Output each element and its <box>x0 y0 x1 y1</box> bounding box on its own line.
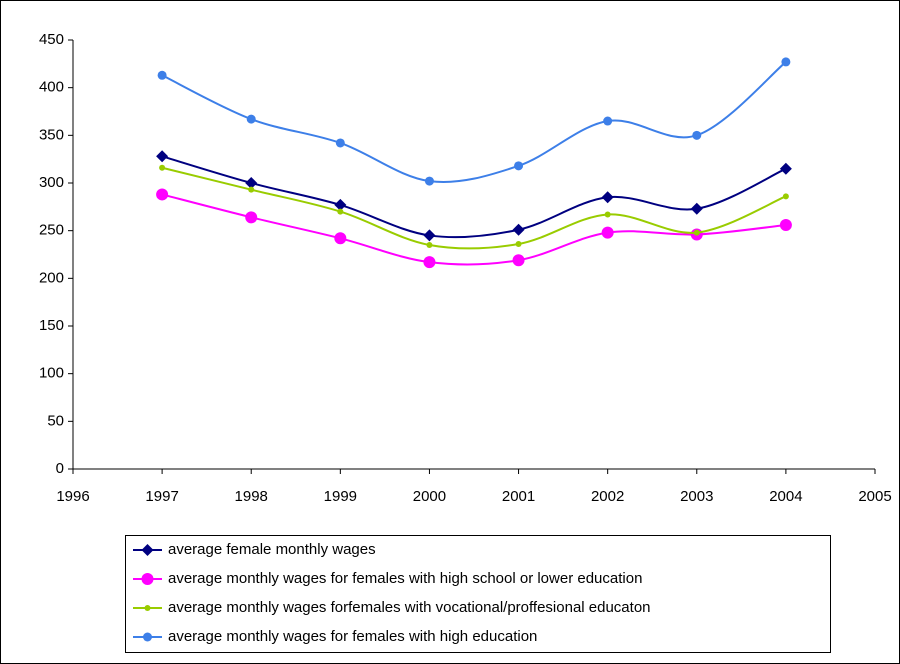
marker <box>514 161 524 171</box>
marker <box>245 211 258 224</box>
line <box>161 155 787 239</box>
legend-box <box>125 535 831 653</box>
y-tick-label: 100 <box>39 365 64 382</box>
y-tick-label: 250 <box>39 222 64 239</box>
x-tick-label: 1999 <box>324 488 357 505</box>
marker <box>334 198 347 211</box>
legend-marker <box>143 632 152 642</box>
marker <box>782 193 789 200</box>
x-tick-label: 2003 <box>680 488 713 505</box>
marker <box>156 188 169 201</box>
marker <box>692 130 702 140</box>
marker <box>693 229 700 236</box>
marker <box>781 57 791 67</box>
marker <box>246 114 256 124</box>
marker <box>337 208 344 215</box>
marker <box>515 241 522 248</box>
marker <box>423 229 436 242</box>
y-tick-label: 450 <box>39 31 64 48</box>
marker <box>157 70 167 80</box>
marker <box>423 256 436 269</box>
x-tick-label: 2000 <box>413 488 446 505</box>
line <box>161 193 786 266</box>
y-tick-label: 350 <box>39 126 64 143</box>
marker <box>601 226 614 239</box>
legend-marker <box>141 573 154 585</box>
marker <box>604 211 611 218</box>
marker <box>335 138 345 148</box>
x-tick-label: 2004 <box>769 488 802 505</box>
marker <box>156 150 169 163</box>
y-tick-label: 400 <box>39 79 64 96</box>
y-tick-label: 0 <box>56 460 64 477</box>
legend-marker <box>141 544 154 556</box>
marker <box>424 176 434 186</box>
line <box>161 166 787 250</box>
marker <box>245 177 258 189</box>
marker <box>603 116 613 126</box>
marker <box>601 191 614 204</box>
marker <box>426 241 433 248</box>
legend-label: average monthly wages forfemales with vo… <box>168 599 651 616</box>
marker <box>690 202 703 215</box>
y-tick-label: 150 <box>39 317 64 334</box>
marker <box>512 223 525 236</box>
x-tick-label: 1998 <box>235 488 268 505</box>
y-tick-label: 300 <box>39 174 64 191</box>
legend-label: average monthly wages for females with h… <box>168 570 642 587</box>
x-tick-label: 2005 <box>858 488 891 505</box>
y-tick-label: 50 <box>47 412 64 429</box>
x-tick-label: 2001 <box>502 488 535 505</box>
legend-label: average monthly wages for females with h… <box>168 628 537 645</box>
marker <box>779 218 792 231</box>
legend-label: average female monthly wages <box>168 541 376 558</box>
legend-marker <box>144 605 151 611</box>
marker <box>779 162 792 175</box>
x-tick-label: 1997 <box>145 488 178 505</box>
y-tick-label: 200 <box>39 269 64 286</box>
marker <box>248 186 255 193</box>
marker <box>334 232 347 245</box>
x-tick-label: 1996 <box>56 488 89 505</box>
marker <box>512 254 525 267</box>
marker <box>159 164 166 171</box>
x-tick-label: 2002 <box>591 488 624 505</box>
